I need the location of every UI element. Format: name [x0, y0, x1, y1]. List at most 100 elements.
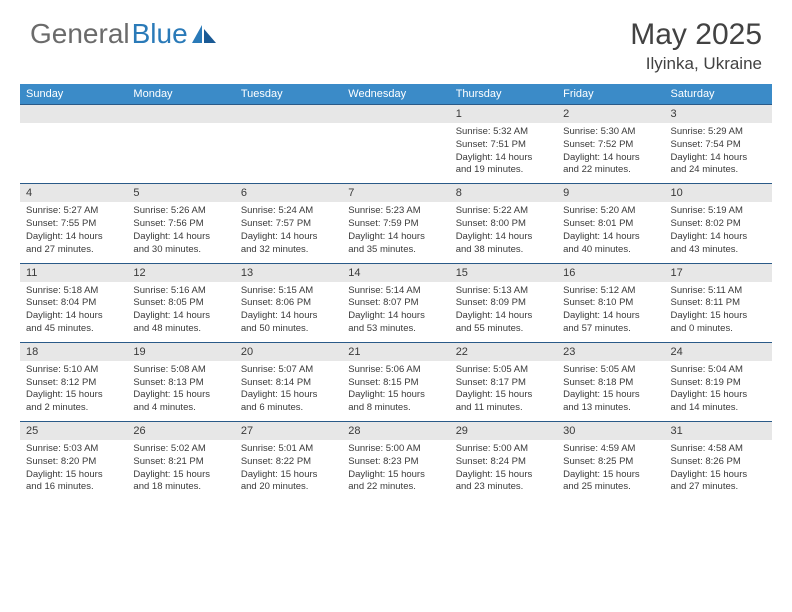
day-number-cell: 19 [127, 342, 234, 361]
calendar-table: SundayMondayTuesdayWednesdayThursdayFrid… [20, 84, 772, 500]
day-detail-line: Sunrise: 5:26 AM [133, 205, 228, 218]
title-block: May 2025 Ilyinka, Ukraine [630, 18, 762, 74]
day-number-cell: 11 [20, 263, 127, 282]
day-detail-line: Sunset: 8:01 PM [563, 218, 658, 231]
day-detail-line: and 27 minutes. [26, 244, 121, 257]
day-detail-line: Sunset: 7:55 PM [26, 218, 121, 231]
day-detail-line: Sunset: 8:05 PM [133, 297, 228, 310]
day-detail-line: Daylight: 14 hours [671, 152, 766, 165]
day-header: Wednesday [342, 84, 449, 105]
day-detail-line: Daylight: 14 hours [133, 310, 228, 323]
day-detail-line: Sunset: 8:23 PM [348, 456, 443, 469]
day-detail-line: Sunrise: 5:20 AM [563, 205, 658, 218]
day-detail-line: Sunset: 8:17 PM [456, 377, 551, 390]
day-number-row: 11121314151617 [20, 263, 772, 282]
day-content-cell: Sunrise: 5:05 AMSunset: 8:18 PMDaylight:… [557, 361, 664, 422]
day-detail-line: Sunset: 8:00 PM [456, 218, 551, 231]
day-header: Saturday [665, 84, 772, 105]
day-detail-line: and 32 minutes. [241, 244, 336, 257]
day-detail-line: and 20 minutes. [241, 481, 336, 494]
day-content-cell: Sunrise: 5:16 AMSunset: 8:05 PMDaylight:… [127, 282, 234, 343]
day-number-cell: 12 [127, 263, 234, 282]
day-detail-line: Daylight: 14 hours [348, 231, 443, 244]
day-detail-line: and 11 minutes. [456, 402, 551, 415]
day-detail-line: Sunrise: 5:06 AM [348, 364, 443, 377]
day-content-cell: Sunrise: 5:12 AMSunset: 8:10 PMDaylight:… [557, 282, 664, 343]
day-detail-line: Daylight: 14 hours [26, 231, 121, 244]
day-number-cell: 4 [20, 184, 127, 203]
day-detail-line: Sunset: 7:57 PM [241, 218, 336, 231]
day-number-cell: 26 [127, 422, 234, 441]
day-number-cell: 27 [235, 422, 342, 441]
day-detail-line: Daylight: 14 hours [26, 310, 121, 323]
day-content-cell [342, 123, 449, 184]
day-content-cell [20, 123, 127, 184]
day-detail-line: Sunset: 8:26 PM [671, 456, 766, 469]
day-content-cell: Sunrise: 5:04 AMSunset: 8:19 PMDaylight:… [665, 361, 772, 422]
day-detail-line: and 14 minutes. [671, 402, 766, 415]
day-detail-line: and 8 minutes. [348, 402, 443, 415]
day-number-cell: 1 [450, 105, 557, 124]
day-header: Tuesday [235, 84, 342, 105]
day-detail-line: Daylight: 14 hours [563, 231, 658, 244]
day-detail-line: Sunset: 8:18 PM [563, 377, 658, 390]
day-number-cell [235, 105, 342, 124]
day-detail-line: Sunrise: 5:02 AM [133, 443, 228, 456]
day-detail-line: Sunset: 7:54 PM [671, 139, 766, 152]
day-content-cell: Sunrise: 5:32 AMSunset: 7:51 PMDaylight:… [450, 123, 557, 184]
day-detail-line: and 23 minutes. [456, 481, 551, 494]
day-detail-line: Sunset: 7:52 PM [563, 139, 658, 152]
day-detail-line: Sunset: 8:19 PM [671, 377, 766, 390]
day-detail-line: Daylight: 14 hours [241, 310, 336, 323]
day-content-cell: Sunrise: 5:03 AMSunset: 8:20 PMDaylight:… [20, 440, 127, 500]
day-detail-line: Sunrise: 5:24 AM [241, 205, 336, 218]
day-content-cell: Sunrise: 5:10 AMSunset: 8:12 PMDaylight:… [20, 361, 127, 422]
day-number-cell: 21 [342, 342, 449, 361]
day-detail-line: and 6 minutes. [241, 402, 336, 415]
day-detail-line: Sunrise: 5:00 AM [456, 443, 551, 456]
day-content-row: Sunrise: 5:10 AMSunset: 8:12 PMDaylight:… [20, 361, 772, 422]
day-detail-line: Sunrise: 5:22 AM [456, 205, 551, 218]
day-detail-line: Daylight: 15 hours [133, 469, 228, 482]
day-detail-line: Sunrise: 5:27 AM [26, 205, 121, 218]
day-content-cell: Sunrise: 5:27 AMSunset: 7:55 PMDaylight:… [20, 202, 127, 263]
day-content-cell: Sunrise: 5:02 AMSunset: 8:21 PMDaylight:… [127, 440, 234, 500]
day-content-cell: Sunrise: 5:15 AMSunset: 8:06 PMDaylight:… [235, 282, 342, 343]
day-number-row: 123 [20, 105, 772, 124]
day-detail-line: Sunrise: 5:10 AM [26, 364, 121, 377]
day-number-cell: 31 [665, 422, 772, 441]
day-number-row: 45678910 [20, 184, 772, 203]
day-detail-line: Daylight: 14 hours [671, 231, 766, 244]
day-content-row: Sunrise: 5:03 AMSunset: 8:20 PMDaylight:… [20, 440, 772, 500]
day-detail-line: Daylight: 15 hours [671, 469, 766, 482]
day-detail-line: Daylight: 15 hours [456, 389, 551, 402]
day-header: Friday [557, 84, 664, 105]
day-content-cell: Sunrise: 5:01 AMSunset: 8:22 PMDaylight:… [235, 440, 342, 500]
day-number-cell: 9 [557, 184, 664, 203]
day-detail-line: Sunset: 8:21 PM [133, 456, 228, 469]
day-number-row: 25262728293031 [20, 422, 772, 441]
day-number-cell: 28 [342, 422, 449, 441]
day-detail-line: Sunset: 8:15 PM [348, 377, 443, 390]
day-number-cell: 17 [665, 263, 772, 282]
day-header: Sunday [20, 84, 127, 105]
day-detail-line: Daylight: 15 hours [26, 389, 121, 402]
day-content-cell: Sunrise: 5:22 AMSunset: 8:00 PMDaylight:… [450, 202, 557, 263]
day-number-cell: 10 [665, 184, 772, 203]
day-content-cell: Sunrise: 5:18 AMSunset: 8:04 PMDaylight:… [20, 282, 127, 343]
day-detail-line: Daylight: 14 hours [456, 231, 551, 244]
day-number-cell: 25 [20, 422, 127, 441]
day-detail-line: Daylight: 14 hours [563, 152, 658, 165]
day-content-cell [235, 123, 342, 184]
day-detail-line: Sunrise: 5:30 AM [563, 126, 658, 139]
day-content-cell: Sunrise: 5:29 AMSunset: 7:54 PMDaylight:… [665, 123, 772, 184]
day-content-cell: Sunrise: 5:06 AMSunset: 8:15 PMDaylight:… [342, 361, 449, 422]
day-detail-line: and 40 minutes. [563, 244, 658, 257]
day-detail-line: Sunrise: 5:15 AM [241, 285, 336, 298]
day-detail-line: and 18 minutes. [133, 481, 228, 494]
day-content-cell: Sunrise: 5:00 AMSunset: 8:23 PMDaylight:… [342, 440, 449, 500]
day-detail-line: and 13 minutes. [563, 402, 658, 415]
day-number-cell: 22 [450, 342, 557, 361]
day-detail-line: Sunrise: 5:29 AM [671, 126, 766, 139]
day-number-cell: 16 [557, 263, 664, 282]
